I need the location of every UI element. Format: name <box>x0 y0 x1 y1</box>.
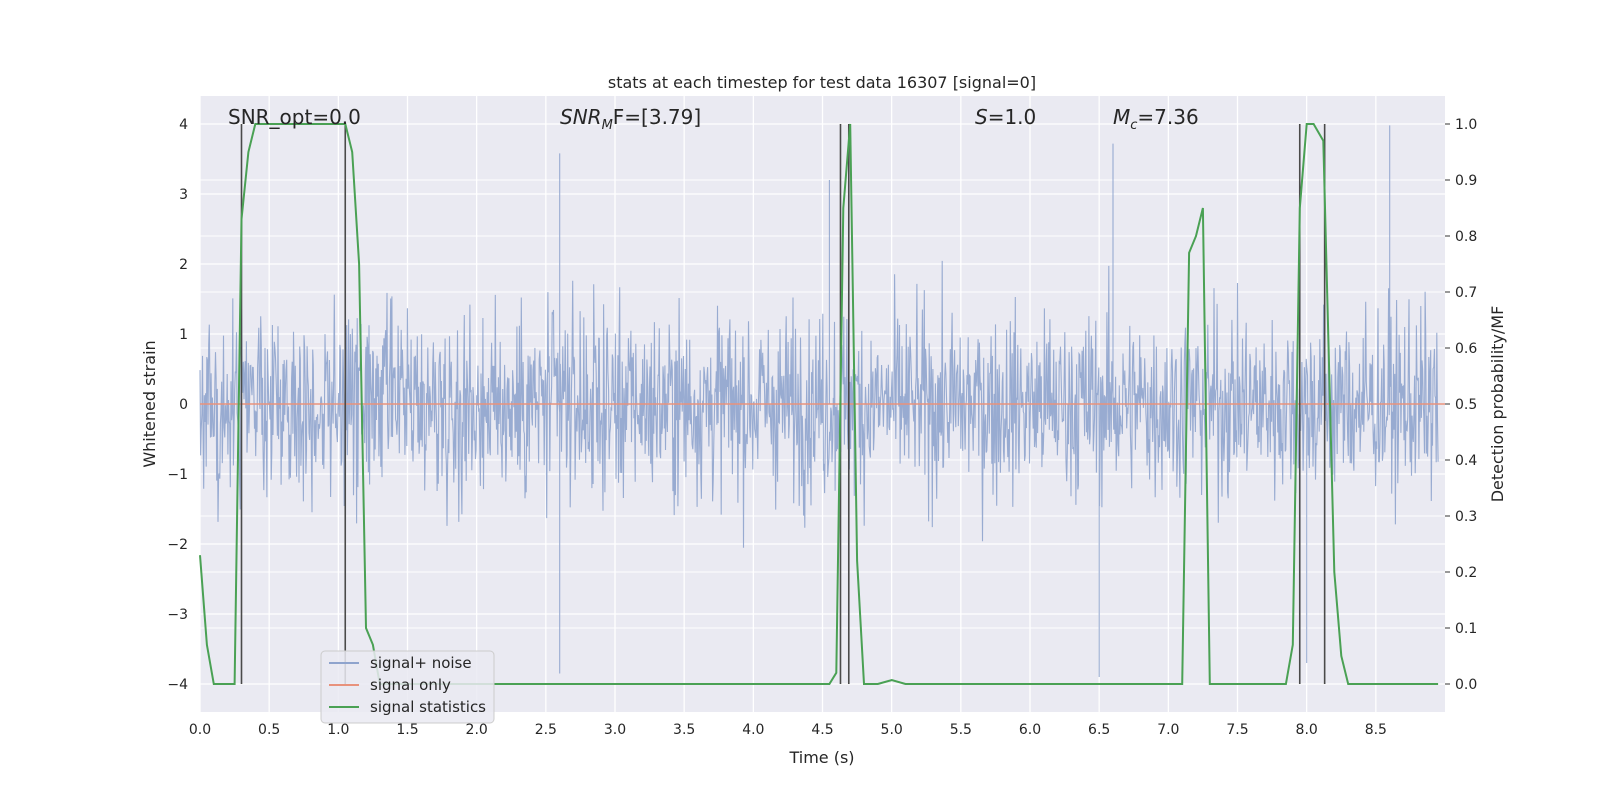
axis-ticks: 0.0 0.5 1.0 1.5 2.0 2.5 3.0 3.5 4.0 4.5 5.0 5.5 6.0 6… <box>167 117 1477 738</box>
y-left-tick-label: 3 <box>179 187 188 203</box>
x-tick-label: 1.0 <box>327 722 349 738</box>
x-axis-label: Time (s) <box>788 748 854 767</box>
y-left-tick-label: 0 <box>179 397 188 413</box>
y-right-tick-label: 0.0 <box>1455 677 1477 693</box>
snr-mf-base: SNR <box>560 105 602 129</box>
y-right-tick-label: 1.0 <box>1455 117 1477 133</box>
x-tick-label: 8.0 <box>1296 722 1318 738</box>
y-right-tick-label: 0.5 <box>1455 397 1477 413</box>
x-tick-label: 6.0 <box>1019 722 1041 738</box>
x-tick-label: 3.5 <box>673 722 695 738</box>
y-left-tick-label: 2 <box>179 257 188 273</box>
x-tick-label: 4.0 <box>742 722 764 738</box>
y-right-tick-label: 0.3 <box>1455 509 1477 525</box>
y-left-tick-label: −3 <box>167 607 188 623</box>
x-tick-label: 2.0 <box>466 722 488 738</box>
snr-mf-sub: M <box>602 118 613 133</box>
mc-sub: c <box>1130 118 1137 133</box>
snr-mf-rest: F=[3.79] <box>613 105 701 129</box>
legend-label-signal-noise: signal+ noise <box>370 654 472 672</box>
x-tick-label: 3.0 <box>604 722 626 738</box>
x-tick-label: 0.0 <box>189 722 211 738</box>
y-axis-right-label: Detection probability/MF <box>1488 306 1507 503</box>
signal-noise-series <box>199 125 1439 677</box>
signal-noise-line <box>199 125 1439 677</box>
s-label: S <box>975 105 988 129</box>
x-tick-label: 1.5 <box>396 722 418 738</box>
snr-mf-annotation: SNRMF=[3.79] <box>560 105 701 133</box>
snr-opt-annotation: SNR_opt=0.0 <box>228 105 361 129</box>
x-tick-label: 5.0 <box>881 722 903 738</box>
x-tick-label: 7.0 <box>1157 722 1179 738</box>
y-left-tick-label: −2 <box>167 537 188 553</box>
y-left-tick-label: 1 <box>179 327 188 343</box>
y-right-tick-label: 0.4 <box>1455 453 1477 469</box>
s-annotation: S=1.0 <box>975 105 1036 129</box>
chart-title: stats at each timestep for test data 163… <box>608 73 1036 92</box>
y-axis-left-label: Whitened strain <box>140 340 159 467</box>
mc-label: M <box>1113 105 1130 129</box>
y-left-tick-label: 4 <box>179 117 188 133</box>
x-tick-label: 5.5 <box>950 722 972 738</box>
signal-statistics-line <box>199 123 1439 685</box>
y-right-tick-label: 0.2 <box>1455 565 1477 581</box>
y-right-tick-label: 0.8 <box>1455 229 1477 245</box>
x-tick-label: 6.5 <box>1088 722 1110 738</box>
y-right-tick-label: 0.9 <box>1455 173 1477 189</box>
x-tick-label: 8.5 <box>1365 722 1387 738</box>
signal-statistics-series <box>199 123 1439 685</box>
mc-value: =7.36 <box>1137 105 1198 129</box>
x-tick-label: 2.5 <box>535 722 557 738</box>
y-left-tick-label: −1 <box>167 467 188 483</box>
x-tick-label: 7.5 <box>1226 722 1248 738</box>
y-left-tick-label: −4 <box>167 677 188 693</box>
y-right-tick-label: 0.1 <box>1455 621 1477 637</box>
y-right-tick-label: 0.7 <box>1455 285 1477 301</box>
legend-label-signal-statistics: signal statistics <box>370 698 486 716</box>
x-tick-label: 0.5 <box>258 722 280 738</box>
y-right-tick-label: 0.6 <box>1455 341 1477 357</box>
mc-annotation: Mc=7.36 <box>1113 105 1199 133</box>
x-tick-label: 4.5 <box>811 722 833 738</box>
legend: signal+ noise signal only signal statist… <box>320 650 495 724</box>
legend-box <box>320 650 495 724</box>
s-value: =1.0 <box>988 105 1037 129</box>
legend-label-signal-only: signal only <box>370 676 451 694</box>
